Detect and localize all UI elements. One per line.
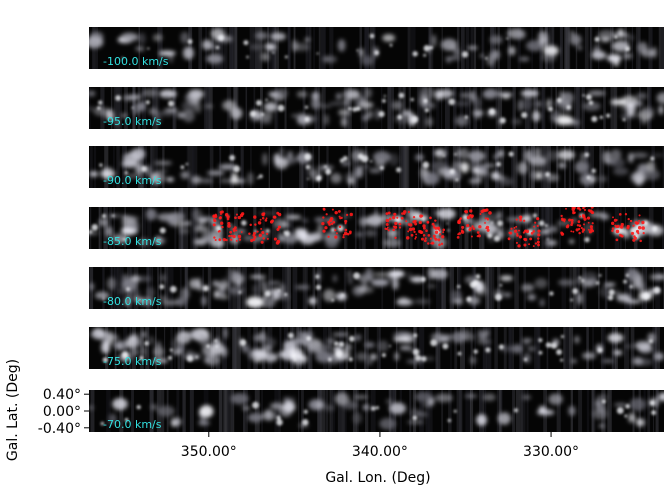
x-tick-label: 330.00° [523, 444, 579, 460]
x-tick-label: 350.00° [181, 444, 237, 460]
x-tick-label: 340.00° [352, 444, 408, 460]
channel-panel: -75.0 km/s [89, 327, 664, 369]
y-axis: 0.40°0.00°-0.40° [38, 387, 89, 437]
channel-panel: -90.0 km/s [89, 146, 664, 188]
velocity-label: -85.0 km/s [103, 235, 162, 248]
y-tick-label: -0.40° [38, 421, 81, 437]
velocity-label: -100.0 km/s [103, 55, 169, 68]
channel-panel: -80.0 km/s [89, 267, 664, 309]
channel-panel: -85.0 km/s [89, 207, 664, 249]
y-tick-label: 0.40° [43, 387, 81, 403]
velocity-label: -95.0 km/s [103, 115, 162, 128]
y-axis-title: Gal. Lat. (Deg) [5, 359, 21, 461]
x-axis: 350.00° 340.00° 330.00° [181, 432, 579, 460]
channel-panel: -70.0 km/s [89, 390, 664, 432]
velocity-label: -80.0 km/s [103, 295, 162, 308]
channel-panels: -100.0 km/s -95.0 km/s -90.0 km/s -85.0 km/… [89, 27, 664, 432]
overlay-points [212, 207, 645, 248]
channel-panel: -95.0 km/s [89, 87, 664, 129]
y-tick-label: 0.00° [43, 404, 81, 420]
velocity-label: -70.0 km/s [103, 418, 162, 431]
x-axis-title: Gal. Lon. (Deg) [325, 470, 430, 486]
velocity-label: -90.0 km/s [103, 174, 162, 187]
channel-panel: -100.0 km/s [89, 27, 664, 69]
velocity-label: -75.0 km/s [103, 355, 162, 368]
